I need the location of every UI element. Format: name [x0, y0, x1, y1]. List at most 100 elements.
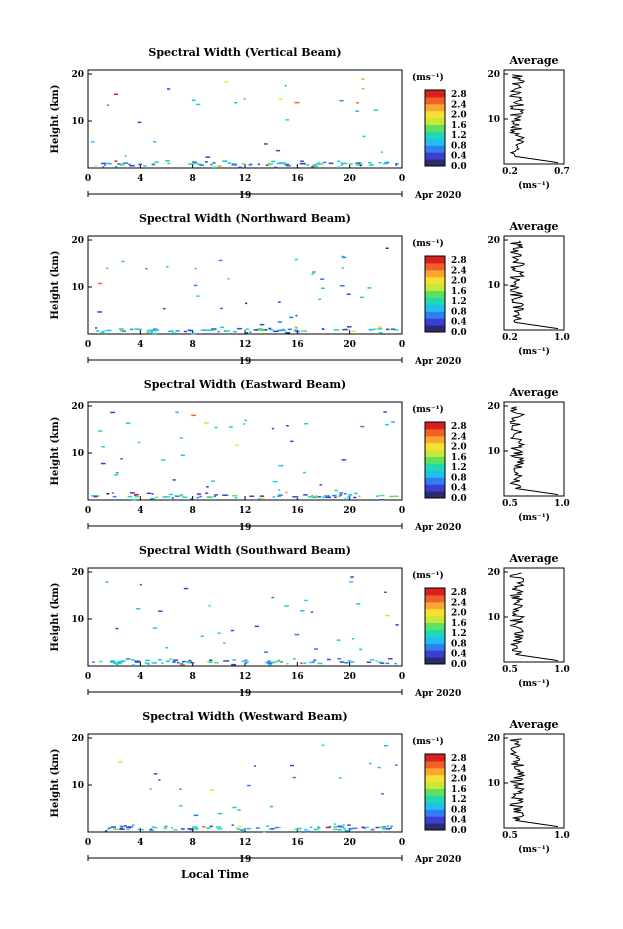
data-pixel [242, 828, 247, 831]
data-pixel [295, 314, 298, 317]
colorbar-tick-label: 2.8 [451, 588, 467, 598]
data-pixel [277, 321, 282, 323]
data-pixel [209, 659, 213, 661]
colorbar-segment [425, 643, 445, 651]
x-tick-label: 4 [137, 506, 143, 516]
data-pixel [173, 659, 178, 661]
colorbar-segment [425, 456, 445, 464]
data-pixel [117, 662, 121, 665]
data-pixel [200, 635, 204, 637]
colorbar-segment [425, 103, 445, 112]
data-pixel [119, 825, 125, 828]
data-pixel [254, 625, 259, 628]
data-pixel [370, 659, 375, 661]
data-pixel [134, 493, 140, 496]
average-y-tick-label: 10 [487, 447, 500, 457]
data-pixel [301, 330, 306, 332]
colorbar-tick-label: 1.6 [451, 619, 467, 629]
data-pixel [235, 444, 239, 447]
data-pixel [248, 331, 252, 333]
data-pixel [214, 494, 218, 496]
data-pixel [247, 784, 251, 787]
data-pixel [348, 494, 353, 496]
panel-title: Spectral Width (Eastward Beam) [144, 378, 346, 391]
data-pixel [303, 662, 307, 664]
data-pixel [265, 164, 269, 166]
x-axis-label: Local Time [181, 868, 249, 881]
data-pixel [347, 824, 351, 826]
data-pixel [294, 329, 298, 331]
average-x-tick-label: 0.5 [502, 499, 518, 509]
data-pixel [154, 329, 159, 331]
data-pixel [166, 266, 169, 268]
data-pixel [382, 830, 385, 833]
average-x-tick-label: 0.2 [502, 167, 518, 177]
data-pixel [191, 414, 196, 417]
average-title: Average [508, 718, 558, 731]
data-pixel [136, 608, 141, 610]
data-pixel [359, 648, 363, 651]
data-pixel [154, 161, 159, 163]
data-pixel [339, 494, 343, 496]
data-pixel [303, 494, 308, 496]
data-pixel [167, 162, 171, 165]
colorbar-tick-label: 0.8 [451, 805, 467, 815]
data-pixel [122, 162, 129, 164]
colorbar-segment [425, 124, 445, 132]
data-pixel [124, 155, 127, 157]
data-pixel [125, 658, 131, 660]
data-pixel [285, 165, 291, 167]
data-pixel [143, 165, 147, 167]
x-tick-label: 12 [239, 506, 252, 516]
data-pixel [209, 661, 213, 663]
data-pixel [276, 149, 281, 152]
plot-frame [87, 69, 403, 169]
colorbar-segment [425, 608, 445, 617]
data-pixel [273, 166, 278, 169]
data-pixel [127, 496, 133, 498]
data-pixel [230, 629, 235, 632]
data-pixel [342, 827, 346, 830]
data-pixel [217, 165, 222, 167]
data-pixel [357, 163, 363, 165]
colorbar-tick-label: 2.0 [451, 111, 467, 121]
data-pixel [214, 662, 219, 664]
data-pixel [336, 166, 340, 168]
x-tick-label: 8 [190, 506, 196, 516]
data-pixel [206, 496, 212, 498]
panel-4: Spectral Width (Westward Beam) 20 10 Height… [50, 710, 570, 881]
data-pixel [199, 164, 204, 166]
data-pixel [278, 464, 284, 467]
data-pixel [102, 166, 105, 168]
data-pixel [249, 163, 253, 165]
data-pixel [243, 98, 246, 100]
data-pixel [360, 296, 365, 299]
x-tick-label: 20 [343, 672, 356, 682]
data-pixel [132, 824, 135, 826]
date-label: 19 [239, 357, 252, 367]
data-pixel [91, 495, 97, 497]
average-title: Average [508, 552, 558, 565]
colorbar-segment [425, 816, 445, 824]
colorbar-tick-label: 0.4 [451, 650, 467, 660]
data-pixel [180, 828, 185, 830]
data-pixel [349, 581, 354, 583]
data-pixel [271, 596, 275, 599]
data-pixel [199, 495, 202, 498]
data-pixel [186, 660, 191, 663]
data-pixel [312, 165, 318, 168]
data-pixel [375, 660, 378, 662]
data-pixel [138, 163, 142, 166]
data-pixel [98, 430, 103, 432]
x-tick-label: 0 [399, 506, 405, 516]
data-pixel [168, 493, 174, 496]
x-tick-label: 0 [399, 340, 405, 350]
colorbar-tick-label: 2.8 [451, 90, 467, 100]
data-pixel [188, 659, 191, 662]
data-pixel [171, 497, 174, 499]
data-pixel [311, 273, 315, 275]
data-pixel [355, 162, 359, 164]
data-pixel [309, 826, 313, 828]
colorbar-segment [425, 442, 445, 451]
data-pixel [297, 333, 300, 335]
